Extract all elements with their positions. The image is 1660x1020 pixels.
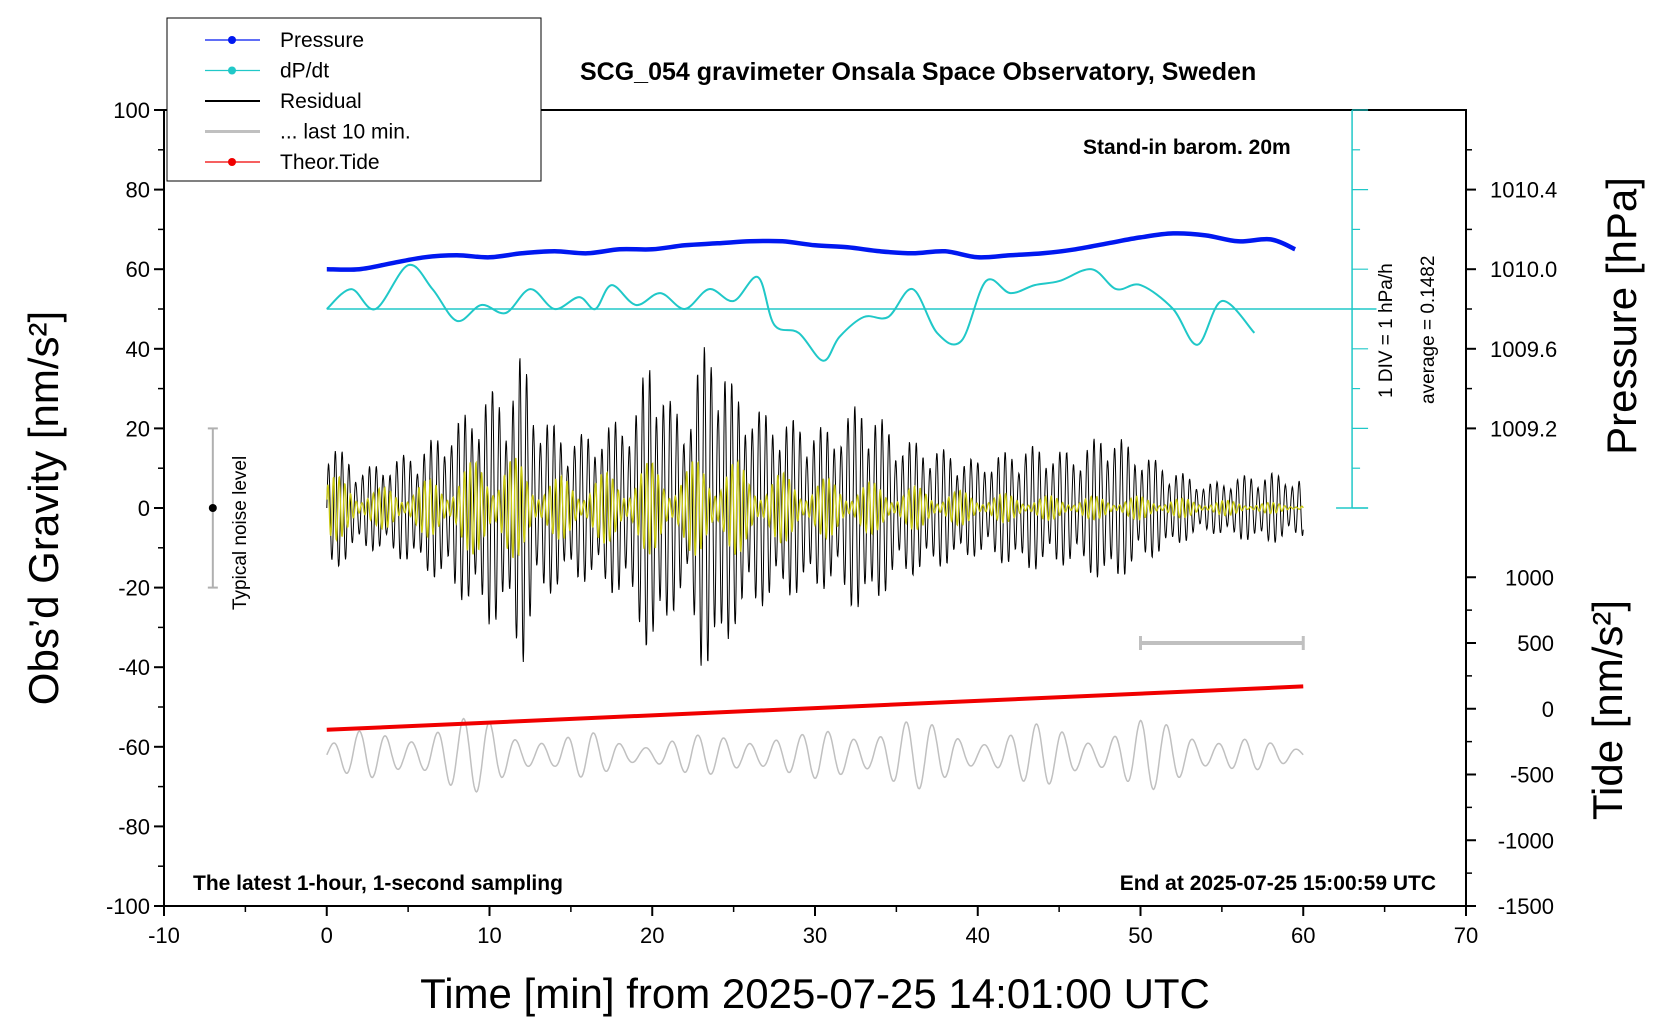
pressure-tick-label: 1009.2 bbox=[1490, 416, 1557, 441]
legend-marker-theor-tide bbox=[228, 158, 236, 166]
pressure-tick-label: 1010.0 bbox=[1490, 257, 1557, 282]
legend-label-dp-dt: dP/dt bbox=[280, 60, 329, 83]
pressure-tick-label: 1010.4 bbox=[1490, 178, 1557, 203]
end-time-label: End at 2025-07-25 15:00:59 UTC bbox=[1120, 872, 1436, 895]
noise-bar-center bbox=[208, 504, 217, 512]
legend-label-residual: Residual bbox=[280, 90, 362, 113]
x-tick-label: 40 bbox=[966, 923, 990, 948]
filtered-series bbox=[326, 457, 1304, 559]
residual-series bbox=[326, 347, 1304, 666]
sampling-label: The latest 1-hour, 1-second sampling bbox=[193, 872, 563, 895]
chart-title: SCG_054 gravimeter Onsala Space Observat… bbox=[580, 58, 1256, 86]
x-tick-label: -10 bbox=[148, 923, 180, 948]
last-10-min-bar bbox=[1139, 636, 1305, 651]
x-tick-label: 20 bbox=[640, 923, 664, 948]
pressure-series bbox=[326, 231, 1297, 272]
y-tick-label: 100 bbox=[113, 98, 150, 123]
noise-level-bar bbox=[207, 427, 218, 589]
tide-tick-label: -1500 bbox=[1498, 894, 1554, 919]
tide-tick-label: 0 bbox=[1542, 697, 1554, 722]
last-10-min-series bbox=[326, 717, 1304, 793]
pressure-tick-label: 1009.6 bbox=[1490, 337, 1557, 362]
tide-tick-label: 1000 bbox=[1505, 565, 1554, 590]
y-axis-tide: 1000 500 0 -500 -1000 -1500 bbox=[1466, 565, 1554, 919]
x-tick-label: 0 bbox=[321, 923, 333, 948]
tide-tick-label: 500 bbox=[1517, 631, 1554, 656]
x-tick-label: 10 bbox=[477, 923, 501, 948]
dpdt-series bbox=[326, 263, 1256, 362]
legend-marker-pressure bbox=[228, 36, 236, 44]
y-axis-left-label: Obs’d Gravity [nm/s²] bbox=[20, 311, 67, 705]
legend-marker-dp-dt bbox=[228, 66, 236, 75]
y-tick-label: -20 bbox=[118, 576, 150, 601]
x-axis: -10 0 10 20 30 40 50 60 70 bbox=[148, 906, 1478, 948]
y-tick-label: -60 bbox=[118, 735, 150, 760]
legend-label-pressure: Pressure bbox=[280, 29, 364, 52]
y-axis-left: -100 -80 -60 -40 -20 0 20 40 60 80 100 bbox=[106, 98, 164, 919]
y-tick-label: 80 bbox=[126, 178, 150, 203]
legend-label-last-10-min: ... last 10 min. bbox=[280, 121, 411, 144]
y-tick-label: 60 bbox=[126, 257, 150, 282]
y-tick-label: 40 bbox=[126, 337, 150, 362]
x-tick-label: 60 bbox=[1291, 923, 1315, 948]
tide-series bbox=[326, 684, 1304, 732]
x-axis-label: Time [min] from 2025-07-25 14:01:00 UTC bbox=[420, 970, 1210, 1017]
series-layer bbox=[326, 231, 1377, 793]
tide-tick-label: -1000 bbox=[1498, 828, 1554, 853]
average-label: average = 0.1482 bbox=[1418, 256, 1439, 404]
y-axis-pressure: 1009.2 1009.6 1010.0 1010.4 bbox=[1466, 149, 1557, 441]
y-tick-label: 0 bbox=[138, 496, 150, 521]
noise-level-label: Typical noise level bbox=[230, 456, 251, 610]
y-tick-label: -80 bbox=[118, 814, 150, 839]
tide-axis-label: Tide [nm/s²] bbox=[1584, 600, 1631, 820]
y-tick-label: 20 bbox=[126, 416, 150, 441]
y-tick-label: -40 bbox=[118, 655, 150, 680]
legend-label-theor-tide: Theor.Tide bbox=[280, 151, 380, 174]
legend: Pressure dP/dt Residual ... last 10 min. The… bbox=[166, 17, 542, 182]
x-tick-label: 50 bbox=[1128, 923, 1152, 948]
pressure-axis-label: Pressure [hPa] bbox=[1598, 177, 1645, 455]
y-tick-label: -100 bbox=[106, 894, 150, 919]
dpdt-scale-label: 1 DIV = 1 hPa/h bbox=[1376, 263, 1397, 398]
x-tick-label: 30 bbox=[803, 923, 827, 948]
x-tick-label: 70 bbox=[1454, 923, 1478, 948]
tide-tick-label: -500 bbox=[1510, 763, 1554, 788]
barometer-label: Stand-in barom. 20m bbox=[1083, 136, 1291, 159]
